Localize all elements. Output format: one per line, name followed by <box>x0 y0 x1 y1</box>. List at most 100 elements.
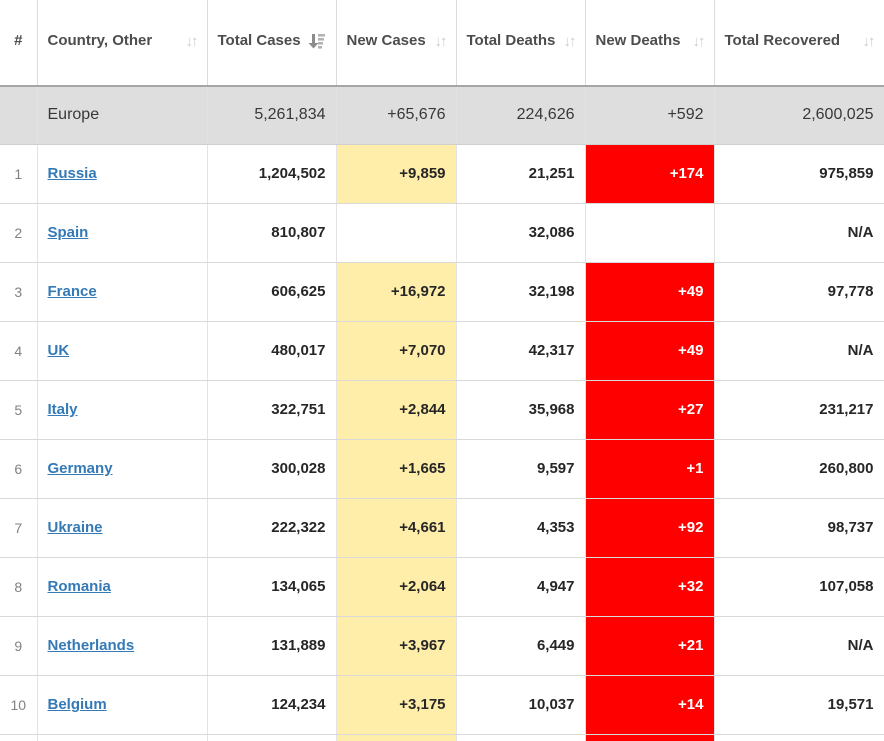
total-recovered-cell: 231,217 <box>714 380 884 440</box>
total-cases-cell <box>207 734 337 741</box>
total-recovered-cell: N/A <box>714 203 884 263</box>
new-cases-cell: +9,859 <box>336 144 457 204</box>
country-cell: Italy <box>37 380 208 440</box>
country-link[interactable]: Netherlands <box>47 637 135 654</box>
table-row: 10 Belgium 124,234 +3,175 10,037 +14 19,… <box>0 675 884 735</box>
new-deaths-cell: +92 <box>585 498 715 558</box>
new-cases-cell <box>336 203 457 263</box>
col-header-total-deaths-label: Total Deaths <box>466 31 556 49</box>
new-deaths-cell: +27 <box>585 380 715 440</box>
sort-desc-active-icon <box>308 33 326 52</box>
total-deaths-cell: 10,037 <box>456 675 586 735</box>
table-row: 3 France 606,625 +16,972 32,198 +49 97,7… <box>0 262 884 322</box>
table-row: 2 Spain 810,807 32,086 N/A <box>0 203 884 263</box>
sort-both-icon: ↓↑ <box>692 33 706 51</box>
rank-cell: 10 <box>0 675 38 735</box>
rank-cell: 3 <box>0 262 38 322</box>
country-link[interactable]: Ukraine <box>47 519 103 536</box>
total-cases-cell: 322,751 <box>207 380 337 440</box>
new-cases-cell: +16,972 <box>336 262 457 322</box>
total-recovered-cell: 260,800 <box>714 439 884 499</box>
total-deaths-cell: 32,198 <box>456 262 586 322</box>
total-deaths-cell: 6,449 <box>456 616 586 676</box>
new-cases-cell: +2,064 <box>336 557 457 617</box>
rank-cell <box>0 734 38 741</box>
country-link[interactable]: Germany <box>47 460 113 477</box>
table-row: 8 Romania 134,065 +2,064 4,947 +32 107,0… <box>0 557 884 617</box>
col-header-new-cases[interactable]: New Cases ↓↑ <box>336 0 457 87</box>
total-cases-cell: 606,625 <box>207 262 337 322</box>
new-cases-cell <box>336 734 457 741</box>
sort-both-icon: ↓↑ <box>434 33 448 51</box>
total-cases-cell: 222,322 <box>207 498 337 558</box>
rank-cell: 5 <box>0 380 38 440</box>
table-row-partial <box>0 734 884 741</box>
country-cell: France <box>37 262 208 322</box>
continent-name-cell: Europe <box>37 86 208 145</box>
total-deaths-cell: 4,353 <box>456 498 586 558</box>
country-cell <box>37 734 208 741</box>
new-cases-cell: +4,661 <box>336 498 457 558</box>
country-link[interactable]: France <box>47 283 97 300</box>
country-link[interactable]: Belgium <box>47 696 107 713</box>
new-deaths-cell: +1 <box>585 439 715 499</box>
col-header-total-cases-label: Total Cases <box>217 31 301 49</box>
total-deaths-cell: 21,251 <box>456 144 586 204</box>
country-link[interactable]: UK <box>47 342 70 359</box>
total-deaths-cell: 224,626 <box>456 86 586 145</box>
total-recovered-cell: N/A <box>714 616 884 676</box>
total-cases-cell: 124,234 <box>207 675 337 735</box>
col-header-total-deaths[interactable]: Total Deaths ↓↑ <box>456 0 586 87</box>
new-cases-cell: +3,175 <box>336 675 457 735</box>
country-cell: Spain <box>37 203 208 263</box>
rank-cell: 9 <box>0 616 38 676</box>
new-cases-cell: +65,676 <box>336 86 457 145</box>
table-row: 1 Russia 1,204,502 +9,859 21,251 +174 97… <box>0 144 884 204</box>
total-recovered-cell: 107,058 <box>714 557 884 617</box>
country-cell: Ukraine <box>37 498 208 558</box>
total-cases-cell: 300,028 <box>207 439 337 499</box>
total-cases-cell: 131,889 <box>207 616 337 676</box>
table-row: 7 Ukraine 222,322 +4,661 4,353 +92 98,73… <box>0 498 884 558</box>
total-recovered-cell: 97,778 <box>714 262 884 322</box>
new-deaths-cell: +32 <box>585 557 715 617</box>
sort-both-icon: ↓↑ <box>185 33 199 51</box>
col-header-new-deaths-label: New Deaths <box>595 31 681 49</box>
total-recovered-cell <box>714 734 884 741</box>
total-deaths-cell: 35,968 <box>456 380 586 440</box>
header-row: # Country, Other ↓↑ Total Cases <box>0 0 884 87</box>
new-deaths-cell <box>585 203 715 263</box>
country-cell: Germany <box>37 439 208 499</box>
country-link[interactable]: Italy <box>47 401 78 418</box>
new-cases-cell: +7,070 <box>336 321 457 381</box>
country-cell: UK <box>37 321 208 381</box>
col-header-rank[interactable]: # <box>0 0 38 87</box>
new-cases-cell: +1,665 <box>336 439 457 499</box>
total-deaths-cell: 4,947 <box>456 557 586 617</box>
total-deaths-cell: 9,597 <box>456 439 586 499</box>
total-recovered-cell: 975,859 <box>714 144 884 204</box>
rank-cell: 7 <box>0 498 38 558</box>
country-link[interactable]: Russia <box>47 165 97 182</box>
table-row: 5 Italy 322,751 +2,844 35,968 +27 231,21… <box>0 380 884 440</box>
country-link[interactable]: Romania <box>47 578 111 595</box>
col-header-rank-label: # <box>14 31 23 49</box>
col-header-country[interactable]: Country, Other ↓↑ <box>37 0 208 87</box>
country-cell: Netherlands <box>37 616 208 676</box>
table-row: 6 Germany 300,028 +1,665 9,597 +1 260,80… <box>0 439 884 499</box>
country-link[interactable]: Spain <box>47 224 89 241</box>
total-recovered-cell: N/A <box>714 321 884 381</box>
table-row: 4 UK 480,017 +7,070 42,317 +49 N/A <box>0 321 884 381</box>
col-header-country-label: Country, Other <box>47 31 153 49</box>
new-deaths-cell: +21 <box>585 616 715 676</box>
total-cases-cell: 480,017 <box>207 321 337 381</box>
col-header-total-recovered[interactable]: Total Recovered ↓↑ <box>714 0 884 87</box>
new-deaths-cell: +49 <box>585 321 715 381</box>
col-header-total-cases[interactable]: Total Cases <box>207 0 337 87</box>
col-header-new-deaths[interactable]: New Deaths ↓↑ <box>585 0 715 87</box>
rank-cell <box>0 86 38 145</box>
rank-cell: 2 <box>0 203 38 263</box>
rank-cell: 4 <box>0 321 38 381</box>
